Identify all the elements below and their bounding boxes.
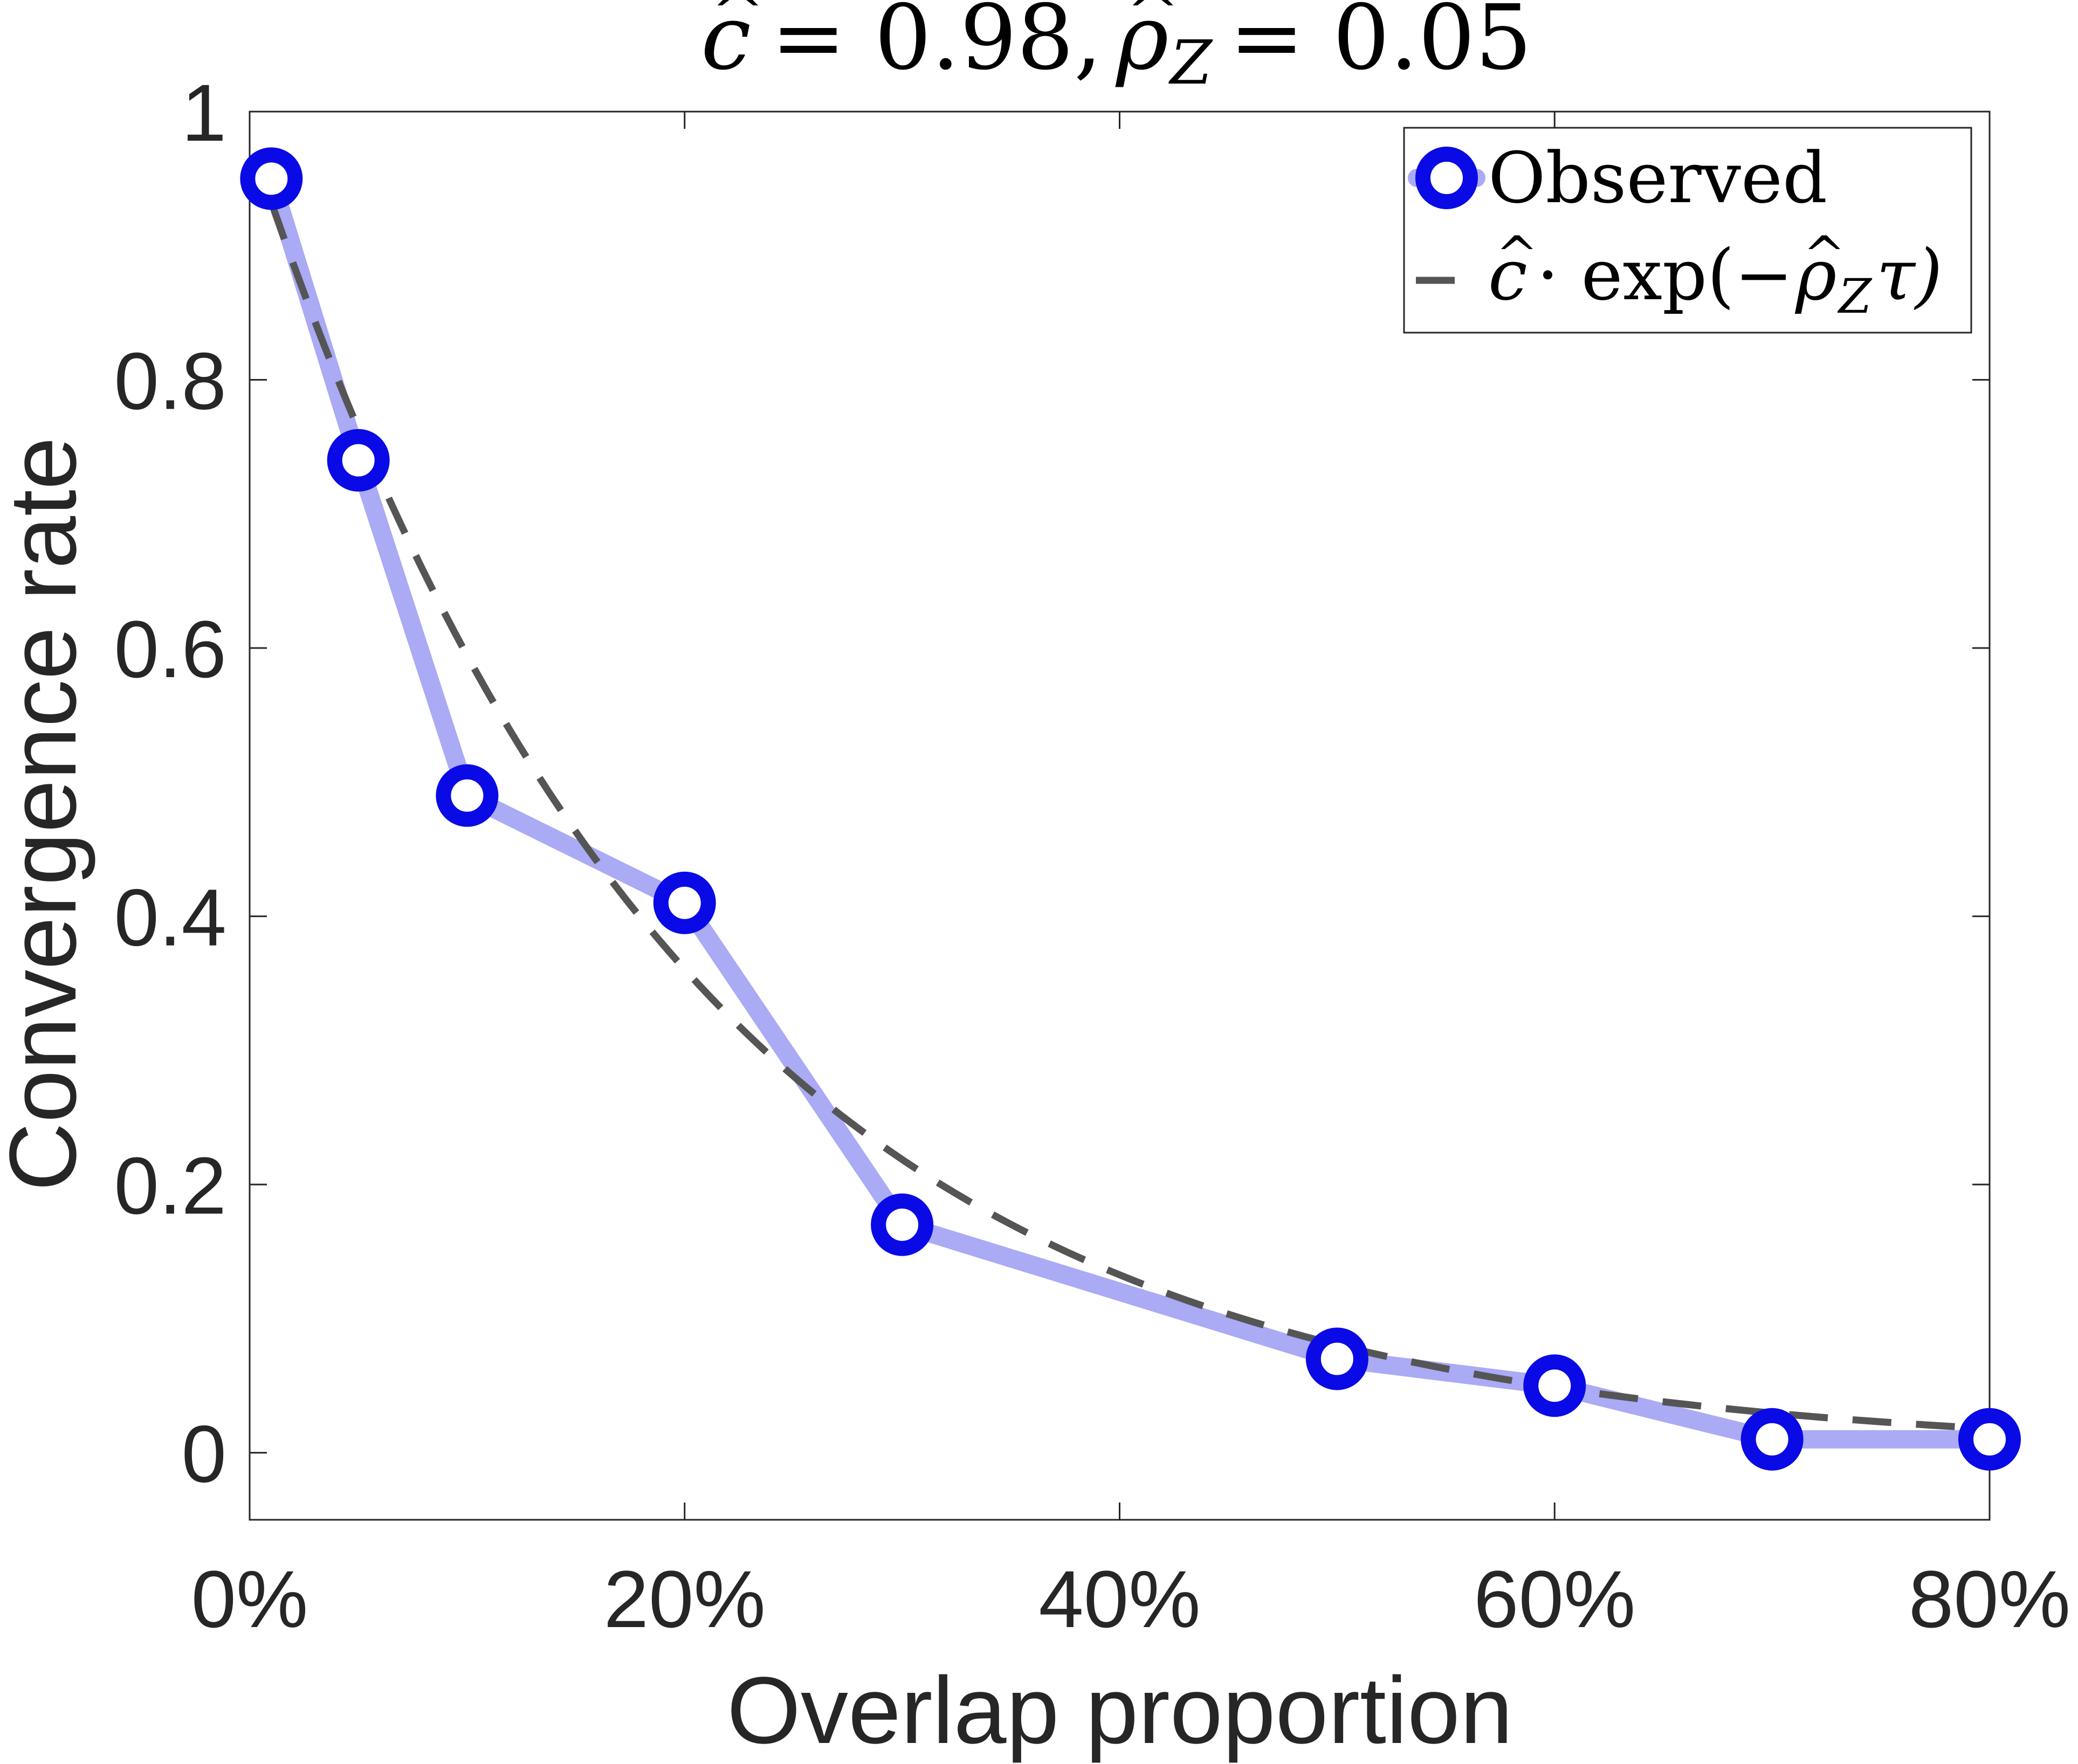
legend-observed-label: Observed (1488, 137, 1827, 219)
observed-point (1305, 1327, 1368, 1390)
series-fit-line (268, 201, 1990, 1432)
y-tick-label: 0.4 (114, 872, 226, 963)
x-tick-label: 40% (1038, 1554, 1200, 1644)
title-eq2: = 0.05 (1229, 0, 1532, 90)
observed-point (1523, 1354, 1586, 1417)
x-axis-title: Overlap proportion (727, 1658, 1513, 1763)
legend-box (1403, 127, 1972, 334)
title-c-symbol: c (701, 0, 751, 90)
x-tick-label: 0% (191, 1554, 308, 1644)
y-axis: 0 0.2 0.4 0.6 0.8 1 (114, 67, 1990, 1499)
chart-title: c ^ = 0.98, ρ ^ Z = 0.05 (701, 0, 1532, 98)
title-rho-subscript: Z (1168, 28, 1213, 98)
legend-fit-rho-subscript: Z (1837, 268, 1873, 324)
observed-markers (240, 147, 2021, 1471)
y-tick-label: 0.2 (114, 1140, 226, 1231)
legend-fit-c-hat: ^ (1496, 226, 1538, 285)
title-rho-symbol: ρ (1115, 0, 1169, 90)
legend: Observed c ^ · exp(− ρ ^ Z τ) (1403, 127, 1972, 334)
y-tick-label: 0.6 (114, 604, 226, 694)
title-c-hat: ^ (711, 0, 765, 51)
observed-point (871, 1193, 934, 1256)
series-observed-line (262, 169, 1999, 1449)
observed-point (1958, 1408, 2021, 1471)
legend-fit-mid: · exp(− (1537, 234, 1793, 316)
y-tick-label: 1 (182, 67, 226, 158)
observed-point (1740, 1408, 1804, 1471)
observed-point (327, 429, 390, 492)
x-tick-label: 20% (604, 1554, 766, 1644)
title-eq1: = 0.98, (771, 0, 1102, 90)
title-rho-hat: ^ (1126, 0, 1180, 51)
x-tick-label: 60% (1474, 1554, 1635, 1644)
x-tick-label: 80% (1909, 1554, 2070, 1644)
legend-fit-rho: ρ (1794, 234, 1836, 316)
y-tick-label: 0.8 (114, 336, 226, 426)
legend-fit-end: τ) (1876, 234, 1943, 316)
observed-point (240, 147, 303, 210)
observed-point (436, 764, 499, 827)
observed-point (653, 871, 716, 934)
legend-fit-c: c (1488, 234, 1527, 316)
legend-fit-rho-hat: ^ (1803, 226, 1846, 285)
x-axis: 0% 20% 40% 60% 80% (191, 112, 2070, 1644)
legend-observed-swatch-marker (1415, 147, 1478, 209)
y-axis-title: Convergence rate (0, 437, 96, 1191)
y-tick-label: 0 (182, 1409, 226, 1499)
